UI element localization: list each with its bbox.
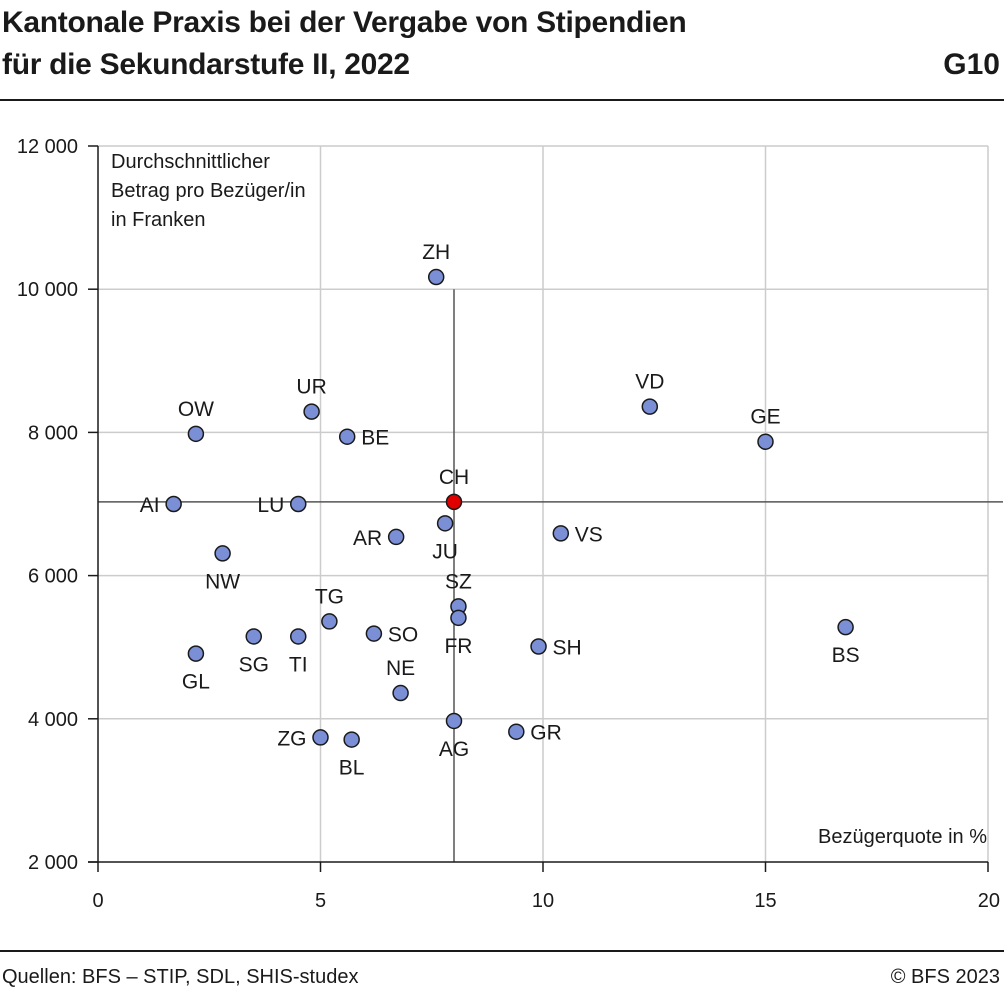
data-label-ge: GE	[750, 406, 780, 429]
data-label-sz: SZ	[445, 570, 472, 593]
data-point-ju	[436, 515, 454, 532]
x-tick-label: 5	[315, 890, 326, 912]
y-tick-label: 8 000	[28, 422, 78, 444]
y-axis-label: Betrag pro Bezüger/in	[111, 180, 306, 202]
chart-title-line2: für die Sekundarstufe II, 2022	[2, 48, 410, 81]
data-label-ag: AG	[439, 738, 469, 761]
x-tick-label: 20	[978, 890, 1000, 912]
x-tick-label: 0	[92, 890, 103, 912]
data-label-ju: JU	[432, 540, 458, 563]
data-point-ur	[303, 403, 320, 420]
data-label-be: BE	[361, 427, 389, 450]
data-label-bl: BL	[339, 757, 365, 780]
data-label-ar: AR	[353, 527, 382, 550]
data-point-ow	[187, 425, 205, 443]
data-point-bs	[837, 618, 854, 636]
data-point-gr	[508, 723, 525, 740]
data-point-zg	[312, 729, 329, 746]
y-tick-label: 4 000	[28, 709, 78, 731]
data-label-vd: VD	[635, 371, 664, 394]
source-note: Quellen: BFS – STIP, SDL, SHIS-studex	[2, 966, 359, 988]
data-label-fr: FR	[444, 635, 472, 658]
data-label-bs: BS	[832, 644, 860, 667]
data-label-so: SO	[388, 624, 418, 647]
data-point-gl	[187, 645, 205, 662]
data-point-ti	[290, 628, 307, 645]
scatter-chart: 2 000 4 000 6 000 8 000 10 000 12 000 0 5 10 15 20…	[17, 136, 1003, 912]
data-point-ch	[445, 493, 463, 511]
data-label-sg: SG	[239, 653, 269, 676]
data-label-ur: UR	[296, 376, 326, 399]
chart-code: G10	[943, 48, 1000, 81]
data-point-bl	[343, 731, 360, 748]
data-point-tg	[321, 613, 338, 630]
y-tick-label: 6 000	[28, 566, 78, 588]
data-point-fr	[450, 609, 467, 627]
y-tick-label: 10 000	[17, 279, 78, 301]
data-label-nw: NW	[205, 570, 240, 593]
data-point-ne	[392, 684, 409, 702]
data-label-gl: GL	[182, 671, 210, 694]
data-point-ag	[445, 712, 463, 730]
data-label-ti: TI	[289, 653, 308, 676]
data-label-zg: ZG	[277, 727, 306, 750]
data-point-zh	[427, 268, 445, 286]
data-label-vs: VS	[575, 523, 603, 546]
data-point-sh	[530, 638, 547, 655]
y-tick-label: 12 000	[17, 136, 78, 158]
data-point-so	[365, 625, 383, 642]
y-axis-label: Durchschnittlicher	[111, 151, 270, 173]
data-point-ge	[757, 433, 774, 450]
data-point-ar	[387, 528, 405, 546]
x-tick-label: 10	[532, 890, 554, 912]
data-label-zh: ZH	[422, 241, 450, 264]
data-point-vs	[552, 525, 570, 542]
data-point-lu	[290, 495, 307, 513]
y-tick-label: 2 000	[28, 852, 78, 874]
bottom-rule	[0, 950, 1004, 952]
copyright-note: © BFS 2023	[890, 966, 1000, 988]
data-label-ch: CH	[439, 466, 469, 489]
top-rule	[0, 99, 1004, 101]
x-tick-label: 15	[754, 890, 776, 912]
data-label-ai: AI	[140, 494, 160, 517]
data-label-lu: LU	[257, 494, 284, 517]
data-point-be	[338, 428, 356, 445]
chart-title: Kantonale Praxis bei der Vergabe von Sti…	[2, 2, 687, 86]
data-label-ne: NE	[386, 657, 415, 680]
y-axis-label: in Franken	[111, 209, 206, 231]
x-axis-label: Bezügerquote in %	[818, 826, 987, 848]
data-point-vd	[641, 398, 659, 415]
data-point-ai	[165, 495, 182, 513]
chart-title-line1: Kantonale Praxis bei der Vergabe von Sti…	[2, 6, 687, 39]
data-label-ow: OW	[178, 398, 214, 421]
data-label-tg: TG	[315, 585, 344, 608]
data-label-gr: GR	[530, 722, 562, 745]
data-point-sg	[245, 628, 262, 645]
data-point-nw	[214, 545, 231, 562]
data-label-sh: SH	[553, 636, 582, 659]
